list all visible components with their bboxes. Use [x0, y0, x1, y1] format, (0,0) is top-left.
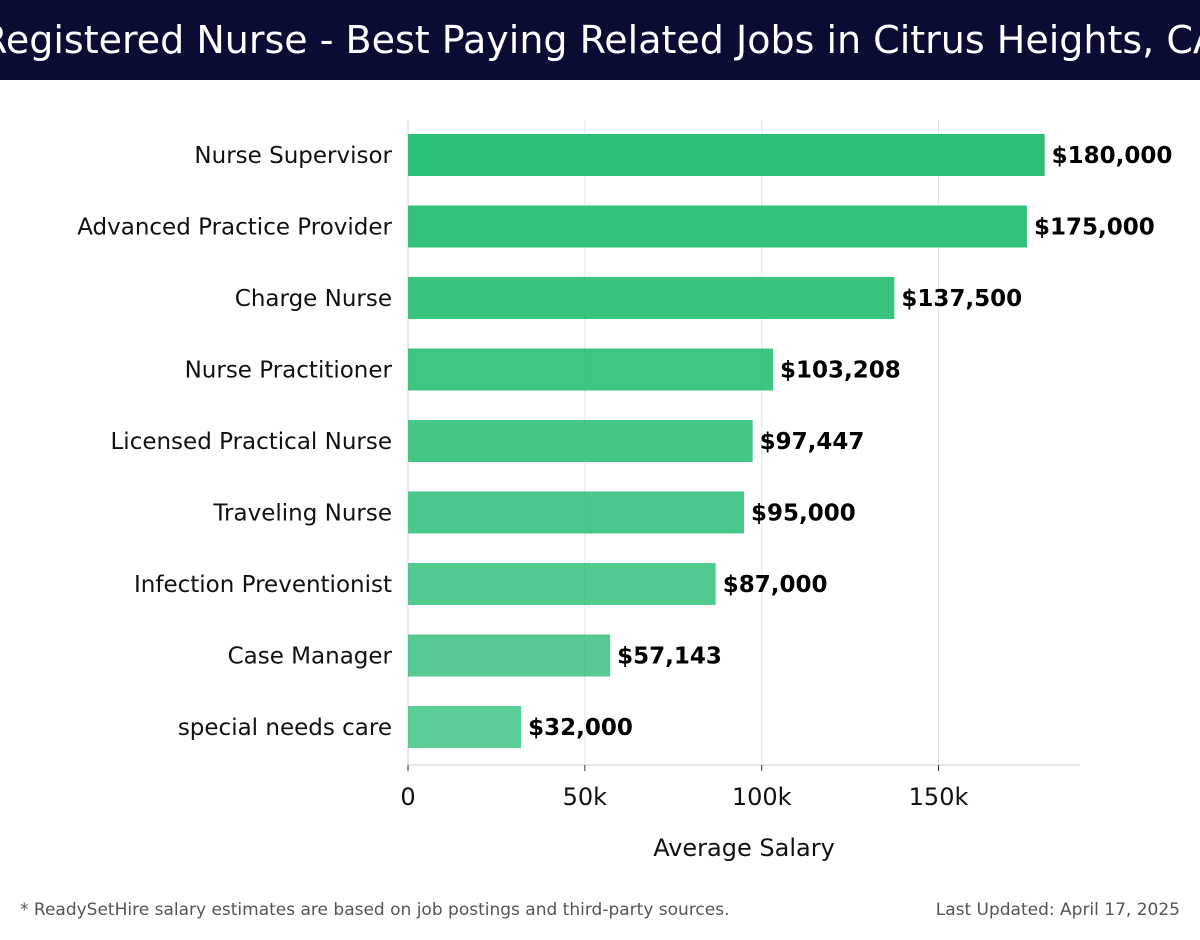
salary-bar-chart: Nurse Supervisor $180,000 Advanced Practic… [77, 120, 1173, 862]
value-label: $95,000 [751, 501, 856, 527]
value-label: $57,143 [617, 644, 722, 670]
footer-note: * ReadySetHire salary estimates are base… [20, 900, 730, 920]
value-label: $87,000 [723, 572, 828, 598]
category-label: Licensed Practical Nurse [110, 429, 392, 455]
x-tick-label: 150k [909, 783, 969, 811]
category-label: Advanced Practice Provider [77, 215, 392, 241]
category-label: Case Manager [228, 644, 393, 670]
bar [408, 134, 1045, 176]
category-label: Nurse Supervisor [194, 143, 392, 169]
category-label: Charge Nurse [235, 286, 392, 312]
bar [408, 205, 1027, 248]
x-tick-label: 0 [400, 783, 415, 811]
title-bar: Registered Nurse - Best Paying Related J… [0, 0, 1200, 80]
category-label: Nurse Practitioner [185, 358, 393, 384]
x-axis-label: Average Salary [653, 834, 835, 862]
bar [408, 563, 716, 605]
value-label: $180,000 [1052, 143, 1173, 169]
bar [408, 634, 611, 677]
x-tick-label: 50k [563, 783, 608, 811]
bar [408, 491, 744, 534]
bar [408, 277, 895, 319]
bar [408, 420, 753, 462]
value-label: $103,208 [780, 358, 901, 384]
bar [408, 706, 522, 748]
value-label: $137,500 [901, 286, 1022, 312]
category-label: Traveling Nurse [212, 501, 392, 527]
last-updated: Last Updated: April 17, 2025 [935, 900, 1180, 920]
category-label: Infection Preventionist [134, 572, 392, 598]
value-label: $32,000 [528, 715, 633, 741]
value-label: $175,000 [1034, 215, 1155, 241]
value-label: $97,447 [760, 429, 865, 455]
chart-title: Registered Nurse - Best Paying Related J… [0, 18, 1200, 62]
category-label: special needs care [178, 715, 392, 741]
bar [408, 348, 774, 391]
x-tick-label: 100k [732, 783, 792, 811]
